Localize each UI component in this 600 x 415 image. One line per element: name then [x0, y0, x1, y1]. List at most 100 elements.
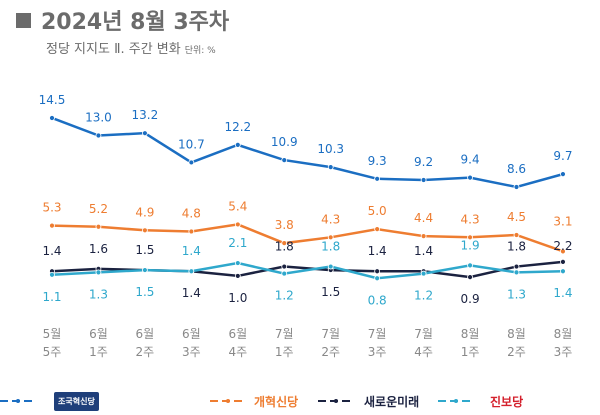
- series-line-조국혁신당: [51, 116, 564, 189]
- data-label: 1.4: [182, 244, 201, 258]
- data-label: 4.9: [135, 205, 154, 219]
- data-point: [467, 234, 473, 241]
- data-label: 1.2: [275, 289, 294, 303]
- x-tick-label: 7월: [275, 327, 294, 341]
- data-label: 9.4: [461, 153, 480, 167]
- x-tick-label: 3주: [554, 345, 573, 359]
- data-label: 5.2: [89, 202, 108, 216]
- data-point: [560, 258, 566, 265]
- x-tick-label: 8월: [461, 327, 480, 341]
- data-label: 13.2: [132, 108, 159, 122]
- data-label: 9.7: [553, 149, 572, 163]
- data-label: 10.7: [178, 137, 205, 151]
- data-label: 4.4: [414, 211, 433, 225]
- page-title: 2024년 8월 3주차: [16, 4, 229, 36]
- title-square-icon: [16, 12, 31, 28]
- legend-label: 조국혁신당: [54, 391, 99, 411]
- data-label: 0.9: [461, 292, 480, 306]
- x-tick-label: 6월: [136, 327, 155, 341]
- data-label: 1.4: [182, 286, 201, 300]
- data-point: [49, 222, 55, 229]
- legend-line-icon: [210, 399, 246, 403]
- data-point: [281, 240, 288, 247]
- data-point: [420, 177, 427, 183]
- data-point: [234, 141, 241, 148]
- x-tick-label: 7월: [414, 327, 433, 341]
- data-label: 3.1: [553, 214, 572, 228]
- x-tick-label: 7월: [368, 327, 387, 341]
- data-label: 9.3: [368, 154, 387, 168]
- data-point: [467, 262, 473, 269]
- subtitle: 정당 지지도 Ⅱ. 주간 변화 단위: %: [46, 38, 216, 57]
- data-label: 1.5: [321, 285, 340, 299]
- data-point: [560, 268, 566, 275]
- x-tick-label: 7월: [321, 327, 340, 341]
- data-label: 4.3: [461, 212, 480, 226]
- legend-item-개혁신당: 개혁신당: [210, 393, 298, 410]
- data-label: 1.4: [42, 244, 61, 258]
- x-tick-label: 1주: [461, 345, 480, 359]
- data-point: [467, 274, 473, 280]
- data-point: [467, 174, 473, 181]
- data-point: [141, 227, 148, 234]
- data-point: [49, 271, 55, 278]
- data-point: [420, 270, 427, 277]
- data-label: 8.6: [507, 162, 526, 176]
- legend-item-조국혁신당: 조국혁신당: [0, 391, 99, 411]
- legend-label: 진보당: [490, 394, 524, 409]
- data-point: [95, 269, 102, 276]
- subtitle-text: 정당 지지도 Ⅱ. 주간 변화: [46, 42, 181, 57]
- data-point: [513, 184, 520, 190]
- x-tick-label: 2주: [507, 345, 526, 359]
- series-line-개혁신당: [51, 223, 564, 253]
- data-label: 1.5: [135, 285, 154, 299]
- line-chart: 5월 5주 6월 1주 6월 2주 6월 3주 6월 4주 7월 1주 7월 2주 7월 3주 7월 4주 8월 1주…: [39, 93, 573, 359]
- data-label: 1.8: [507, 240, 526, 254]
- data-label: 1.0: [228, 291, 247, 305]
- data-point: [513, 232, 520, 238]
- x-tick-label: 3주: [368, 345, 387, 359]
- data-label: 5.3: [42, 201, 61, 215]
- data-label: 14.5: [39, 93, 66, 107]
- data-point: [49, 115, 55, 121]
- data-point: [234, 221, 241, 228]
- data-point: [420, 233, 427, 240]
- data-point: [560, 171, 566, 178]
- legend: 조국혁신당 개혁신당 새로운미래 진보당: [0, 388, 600, 414]
- data-label: 4.5: [507, 210, 526, 224]
- data-point: [141, 130, 148, 137]
- data-label: 4.8: [182, 206, 201, 220]
- data-label: 3.8: [275, 218, 294, 232]
- data-point: [188, 228, 195, 235]
- data-point: [513, 263, 520, 270]
- x-tick-label: 6월: [228, 327, 247, 341]
- data-point: [95, 132, 102, 139]
- data-label: 13.0: [85, 111, 112, 125]
- data-label: 1.4: [414, 244, 433, 258]
- data-point: [141, 267, 148, 273]
- x-tick-label: 8월: [554, 327, 573, 341]
- data-label: 2.1: [228, 236, 247, 250]
- x-tick-label: 3주: [182, 345, 201, 359]
- data-label: 2.2: [553, 239, 572, 253]
- data-label: 0.8: [368, 293, 387, 307]
- legend-label: 개혁신당: [254, 394, 299, 409]
- series-line-진보당: [51, 261, 563, 280]
- x-tick-label: 4주: [228, 345, 247, 359]
- data-label: 1.1: [42, 290, 61, 304]
- data-label: 1.9: [461, 238, 480, 252]
- data-point: [374, 268, 381, 275]
- x-tick-label: 5주: [43, 345, 62, 359]
- data-label: 5.4: [228, 199, 247, 213]
- data-label: 1.3: [507, 287, 526, 301]
- data-point: [327, 164, 334, 171]
- data-point: [234, 273, 241, 279]
- data-label: 9.2: [414, 155, 433, 169]
- data-point: [188, 268, 195, 275]
- data-point: [327, 263, 334, 270]
- data-point: [374, 175, 381, 182]
- data-label: 4.3: [321, 212, 340, 226]
- data-label: 5.0: [368, 204, 387, 218]
- data-point: [188, 159, 195, 166]
